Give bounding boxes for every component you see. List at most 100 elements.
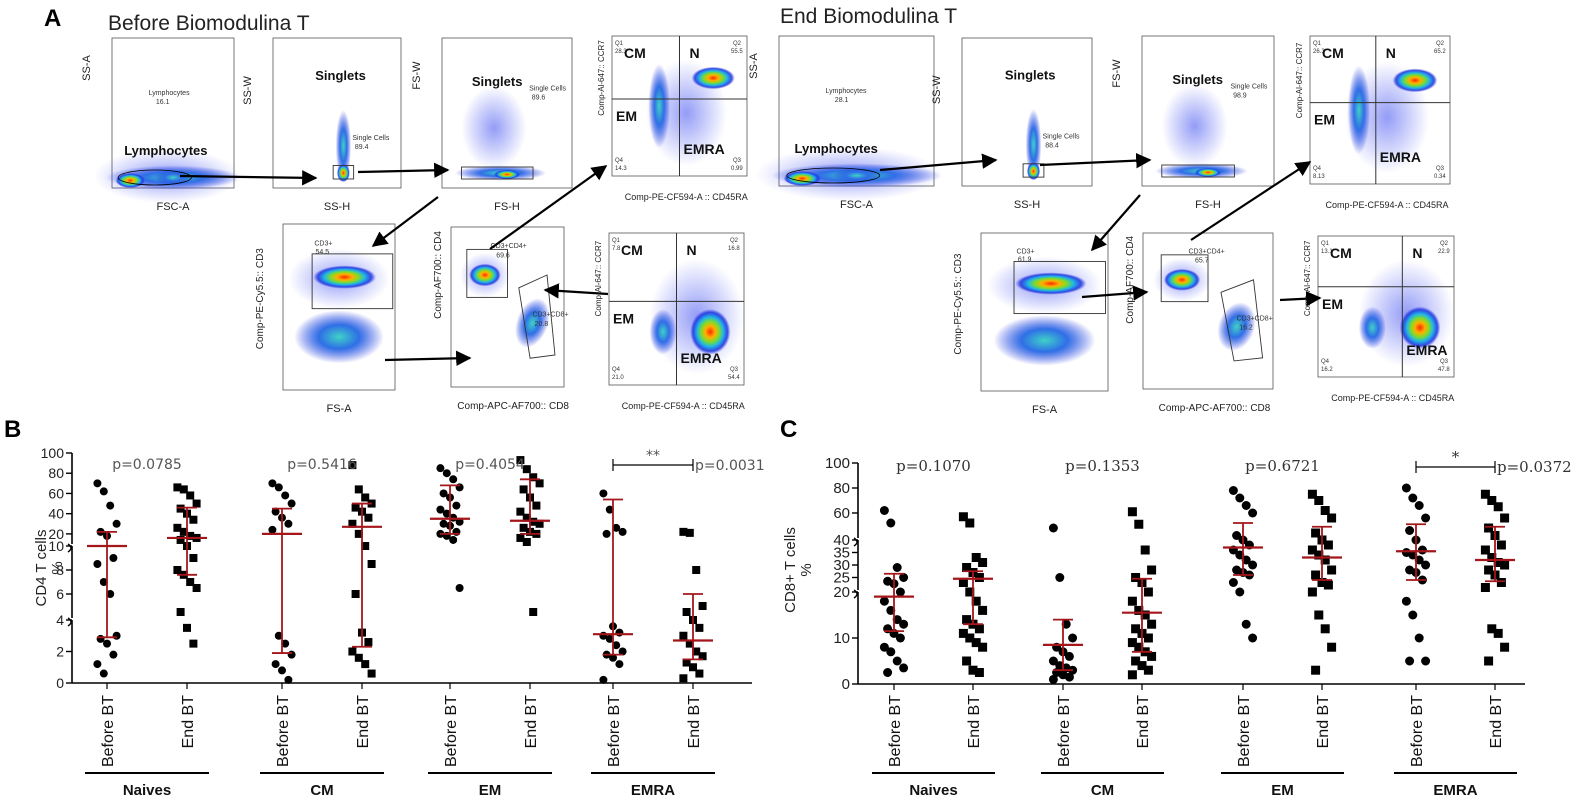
data-point bbox=[1487, 553, 1497, 562]
data-point bbox=[1140, 610, 1150, 620]
x-tick-label: End BT bbox=[1315, 695, 1332, 749]
group-label: Naives bbox=[123, 782, 171, 799]
gate-label-n: N bbox=[1386, 45, 1396, 61]
plot-quadrant-end-cd8: Q1 13.1 Q2 22.9 Q3 47.8 Q4 16.2 CM N EM EMRA Comp-Al… bbox=[1303, 235, 1455, 403]
y-tick-label: 80 bbox=[48, 465, 64, 481]
data-point bbox=[892, 656, 902, 666]
gate-stat: Q4 bbox=[1321, 359, 1330, 365]
gating-arrow bbox=[1190, 161, 1312, 241]
density-cloud bbox=[515, 298, 550, 348]
y-axis-label: SS-W bbox=[931, 75, 943, 104]
y-axis-label: CD8+ T cells bbox=[782, 527, 799, 613]
data-point bbox=[99, 578, 108, 586]
data-point bbox=[522, 513, 531, 522]
gating-arrow bbox=[371, 196, 439, 247]
data-point bbox=[1143, 665, 1153, 675]
data-point bbox=[516, 533, 525, 542]
gating-arrow bbox=[357, 162, 450, 179]
data-point bbox=[439, 489, 448, 498]
data-point bbox=[189, 639, 198, 648]
data-point bbox=[354, 485, 363, 494]
data-point bbox=[1127, 596, 1137, 606]
y-axis-label: Comp-Al-647:: CCR7 bbox=[597, 40, 606, 116]
gate-stat: 16.8 bbox=[728, 246, 740, 252]
data-point bbox=[1228, 486, 1238, 495]
data-point bbox=[1311, 570, 1321, 580]
data-point bbox=[1421, 560, 1431, 570]
data-point bbox=[103, 639, 111, 648]
y-tick-label: 40 bbox=[833, 532, 850, 549]
gating-arrow bbox=[1279, 291, 1322, 307]
y-tick-label: 30 bbox=[833, 557, 850, 574]
data-point bbox=[1484, 565, 1494, 575]
data-point bbox=[1417, 545, 1427, 555]
density-cloud bbox=[461, 86, 527, 170]
data-point bbox=[1307, 587, 1317, 597]
data-point bbox=[958, 628, 968, 638]
data-point bbox=[1241, 555, 1251, 565]
x-tick-label: Before BT bbox=[887, 695, 904, 767]
data-point bbox=[1235, 550, 1245, 560]
panel-a-before-title: Before Biomodulina T bbox=[108, 12, 310, 35]
series-emra-before bbox=[1396, 483, 1436, 666]
gate-stat: Q1 bbox=[612, 238, 621, 244]
data-point bbox=[1134, 642, 1144, 652]
gating-arrow bbox=[1081, 285, 1149, 301]
data-point bbox=[1248, 560, 1258, 570]
data-point bbox=[974, 573, 984, 582]
axis-break bbox=[853, 589, 858, 599]
density-cloud bbox=[1015, 272, 1087, 295]
series-emra-end bbox=[1475, 489, 1515, 666]
gate-stat: 20.8 bbox=[535, 321, 549, 328]
gate-box bbox=[332, 165, 355, 180]
data-point bbox=[361, 660, 370, 669]
density-cloud bbox=[648, 64, 671, 148]
y-axis-label: SS-W bbox=[242, 76, 254, 105]
data-point bbox=[449, 475, 458, 484]
data-point bbox=[1241, 501, 1251, 510]
data-point bbox=[1127, 507, 1137, 517]
gate-ellipse bbox=[786, 167, 881, 184]
data-point bbox=[679, 527, 688, 536]
data-point bbox=[516, 456, 525, 465]
gate-stat: 21.0 bbox=[612, 375, 624, 381]
data-point bbox=[192, 584, 201, 592]
data-point bbox=[1232, 531, 1242, 540]
series-cm-before bbox=[262, 479, 302, 684]
p-value: p=0.5416 bbox=[287, 457, 357, 473]
data-point bbox=[367, 669, 376, 678]
axis-break bbox=[67, 543, 72, 553]
data-point bbox=[879, 596, 889, 606]
data-point bbox=[1414, 555, 1424, 565]
p-value: p=0.1070 bbox=[896, 457, 971, 475]
x-axis-label: FS-H bbox=[1195, 199, 1221, 211]
data-point bbox=[1064, 672, 1074, 682]
x-tick-label: End BT bbox=[355, 695, 372, 749]
data-point bbox=[1484, 523, 1494, 533]
data-point bbox=[281, 639, 290, 648]
data-point bbox=[1307, 545, 1317, 555]
data-point bbox=[1314, 550, 1324, 560]
gate-stat: 13.1 bbox=[1321, 249, 1333, 255]
data-point bbox=[978, 558, 988, 567]
data-point bbox=[682, 608, 691, 616]
data-point bbox=[615, 628, 624, 637]
gating-arrow bbox=[384, 350, 472, 367]
data-point bbox=[1487, 496, 1497, 505]
gate-label-cm: CM bbox=[621, 242, 643, 258]
x-tick-label: Before BT bbox=[606, 695, 623, 767]
data-point bbox=[455, 584, 464, 592]
data-point bbox=[978, 605, 988, 615]
data-point bbox=[698, 602, 707, 610]
data-point bbox=[962, 656, 972, 666]
gate-stat: Single Cells bbox=[1043, 134, 1080, 141]
data-point bbox=[271, 660, 280, 669]
data-point bbox=[612, 641, 621, 650]
density-cloud bbox=[1163, 268, 1201, 291]
density-cloud bbox=[1025, 109, 1042, 181]
gate-stat: 28.1 bbox=[835, 97, 849, 104]
data-point bbox=[112, 519, 121, 528]
data-point bbox=[1401, 596, 1411, 606]
series-cm-before bbox=[1043, 523, 1083, 684]
y-axis-label: FS-W bbox=[1111, 59, 1123, 88]
